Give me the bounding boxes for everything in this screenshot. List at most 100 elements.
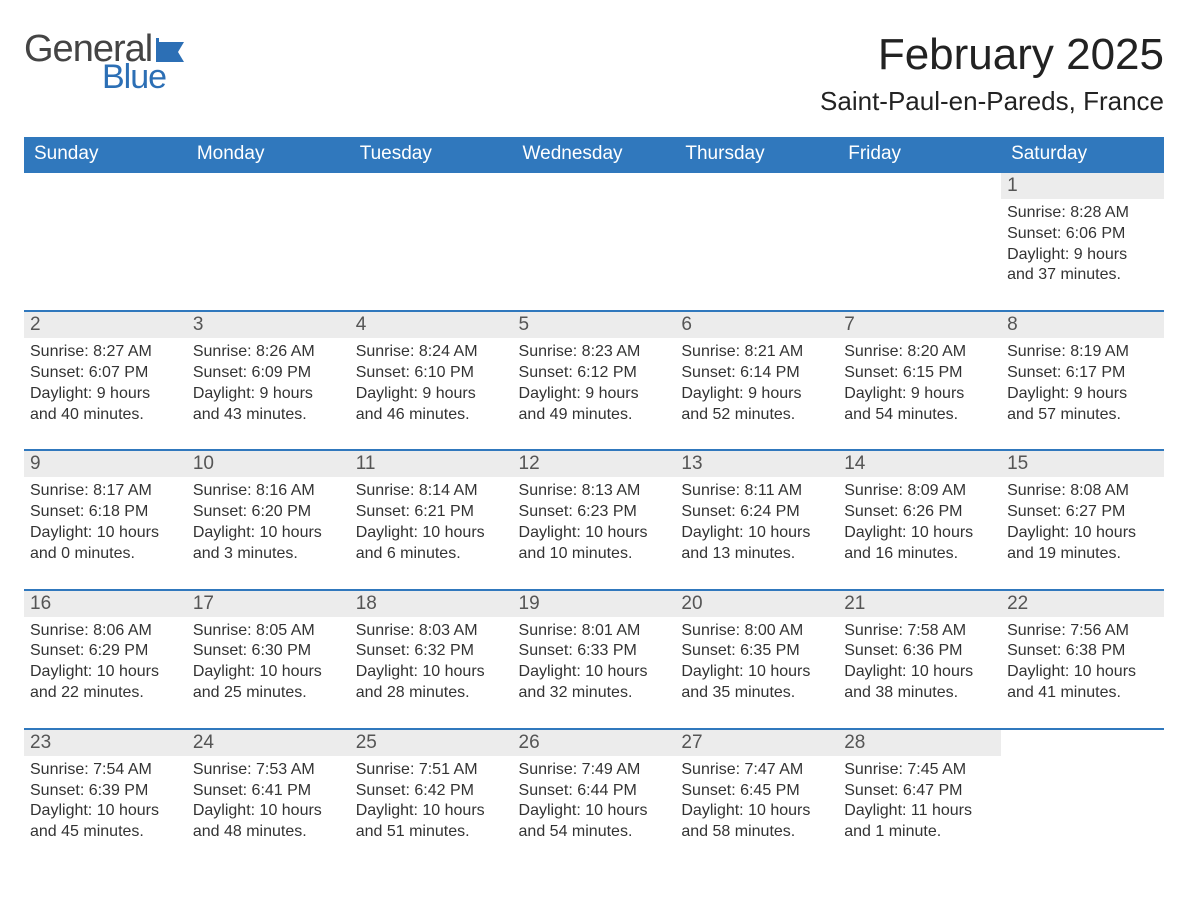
calendar-cell: 16Sunrise: 8:06 AMSunset: 6:29 PMDayligh… [24, 590, 187, 729]
logo: General Blue [24, 30, 184, 94]
calendar-cell: 6Sunrise: 8:21 AMSunset: 6:14 PMDaylight… [675, 311, 838, 450]
day-content: Sunrise: 7:51 AMSunset: 6:42 PMDaylight:… [350, 756, 513, 867]
sunrise-text: Sunrise: 8:05 AM [193, 621, 344, 642]
day-number: 12 [513, 451, 676, 477]
sunrise-text: Sunrise: 7:49 AM [519, 760, 670, 781]
calendar-cell: 4Sunrise: 8:24 AMSunset: 6:10 PMDaylight… [350, 311, 513, 450]
day-number: 21 [838, 591, 1001, 617]
daylight-text: Daylight: 10 hours and 6 minutes. [356, 523, 507, 565]
day-number: 8 [1001, 312, 1164, 338]
sunset-text: Sunset: 6:33 PM [519, 641, 670, 662]
day-number: 9 [24, 451, 187, 477]
day-content: Sunrise: 8:17 AMSunset: 6:18 PMDaylight:… [24, 477, 187, 588]
sunrise-text: Sunrise: 8:14 AM [356, 481, 507, 502]
day-content: Sunrise: 8:00 AMSunset: 6:35 PMDaylight:… [675, 617, 838, 728]
daylight-text: Daylight: 11 hours and 1 minute. [844, 801, 995, 843]
daylight-text: Daylight: 9 hours and 46 minutes. [356, 384, 507, 426]
day-content: Sunrise: 8:23 AMSunset: 6:12 PMDaylight:… [513, 338, 676, 449]
calendar-week-row: 16Sunrise: 8:06 AMSunset: 6:29 PMDayligh… [24, 590, 1164, 729]
daylight-text: Daylight: 10 hours and 13 minutes. [681, 523, 832, 565]
sunrise-text: Sunrise: 8:01 AM [519, 621, 670, 642]
sunrise-text: Sunrise: 8:09 AM [844, 481, 995, 502]
daylight-text: Daylight: 10 hours and 58 minutes. [681, 801, 832, 843]
day-content: Sunrise: 8:14 AMSunset: 6:21 PMDaylight:… [350, 477, 513, 588]
calendar-cell: 1Sunrise: 8:28 AMSunset: 6:06 PMDaylight… [1001, 172, 1164, 311]
sunrise-text: Sunrise: 7:51 AM [356, 760, 507, 781]
day-number: 6 [675, 312, 838, 338]
calendar-cell: 11Sunrise: 8:14 AMSunset: 6:21 PMDayligh… [350, 450, 513, 589]
daylight-text: Daylight: 10 hours and 22 minutes. [30, 662, 181, 704]
calendar-cell: 7Sunrise: 8:20 AMSunset: 6:15 PMDaylight… [838, 311, 1001, 450]
daylight-text: Daylight: 10 hours and 38 minutes. [844, 662, 995, 704]
calendar-cell: 14Sunrise: 8:09 AMSunset: 6:26 PMDayligh… [838, 450, 1001, 589]
day-content: Sunrise: 8:09 AMSunset: 6:26 PMDaylight:… [838, 477, 1001, 588]
daylight-text: Daylight: 9 hours and 57 minutes. [1007, 384, 1158, 426]
day-number: 28 [838, 730, 1001, 756]
day-content: Sunrise: 8:26 AMSunset: 6:09 PMDaylight:… [187, 338, 350, 449]
sunset-text: Sunset: 6:23 PM [519, 502, 670, 523]
day-content: Sunrise: 7:53 AMSunset: 6:41 PMDaylight:… [187, 756, 350, 867]
sunrise-text: Sunrise: 8:06 AM [30, 621, 181, 642]
day-content: Sunrise: 8:13 AMSunset: 6:23 PMDaylight:… [513, 477, 676, 588]
daylight-text: Daylight: 10 hours and 54 minutes. [519, 801, 670, 843]
sunset-text: Sunset: 6:10 PM [356, 363, 507, 384]
daylight-text: Daylight: 10 hours and 51 minutes. [356, 801, 507, 843]
sunset-text: Sunset: 6:35 PM [681, 641, 832, 662]
calendar-cell: 21Sunrise: 7:58 AMSunset: 6:36 PMDayligh… [838, 590, 1001, 729]
daylight-text: Daylight: 10 hours and 16 minutes. [844, 523, 995, 565]
day-content: Sunrise: 8:06 AMSunset: 6:29 PMDaylight:… [24, 617, 187, 728]
sunrise-text: Sunrise: 7:47 AM [681, 760, 832, 781]
sunrise-text: Sunrise: 8:19 AM [1007, 342, 1158, 363]
daylight-text: Daylight: 9 hours and 37 minutes. [1007, 245, 1158, 287]
sunrise-text: Sunrise: 8:28 AM [1007, 203, 1158, 224]
day-content: Sunrise: 7:56 AMSunset: 6:38 PMDaylight:… [1001, 617, 1164, 728]
sunset-text: Sunset: 6:38 PM [1007, 641, 1158, 662]
sunrise-text: Sunrise: 8:27 AM [30, 342, 181, 363]
daylight-text: Daylight: 9 hours and 49 minutes. [519, 384, 670, 426]
weekday-header: Friday [838, 137, 1001, 172]
day-number: 1 [1001, 173, 1164, 199]
sunset-text: Sunset: 6:32 PM [356, 641, 507, 662]
location-title: Saint-Paul-en-Pareds, France [820, 86, 1164, 117]
day-content: Sunrise: 8:28 AMSunset: 6:06 PMDaylight:… [1001, 199, 1164, 310]
sunset-text: Sunset: 6:45 PM [681, 781, 832, 802]
day-number: 19 [513, 591, 676, 617]
calendar-cell: 23Sunrise: 7:54 AMSunset: 6:39 PMDayligh… [24, 729, 187, 867]
sunset-text: Sunset: 6:07 PM [30, 363, 181, 384]
calendar-cell: 22Sunrise: 7:56 AMSunset: 6:38 PMDayligh… [1001, 590, 1164, 729]
sunrise-text: Sunrise: 8:13 AM [519, 481, 670, 502]
sunset-text: Sunset: 6:39 PM [30, 781, 181, 802]
sunset-text: Sunset: 6:14 PM [681, 363, 832, 384]
day-number: 16 [24, 591, 187, 617]
sunset-text: Sunset: 6:06 PM [1007, 224, 1158, 245]
daylight-text: Daylight: 10 hours and 10 minutes. [519, 523, 670, 565]
day-number: 18 [350, 591, 513, 617]
sunset-text: Sunset: 6:44 PM [519, 781, 670, 802]
daylight-text: Daylight: 9 hours and 54 minutes. [844, 384, 995, 426]
day-content: Sunrise: 8:27 AMSunset: 6:07 PMDaylight:… [24, 338, 187, 449]
day-number: 20 [675, 591, 838, 617]
sunset-text: Sunset: 6:17 PM [1007, 363, 1158, 384]
logo-text-blue: Blue [102, 60, 184, 94]
day-content: Sunrise: 7:47 AMSunset: 6:45 PMDaylight:… [675, 756, 838, 867]
weekday-header: Tuesday [350, 137, 513, 172]
weekday-header: Thursday [675, 137, 838, 172]
sunset-text: Sunset: 6:12 PM [519, 363, 670, 384]
calendar-cell: .. [838, 172, 1001, 311]
day-number: 5 [513, 312, 676, 338]
day-number: 7 [838, 312, 1001, 338]
weekday-header: Monday [187, 137, 350, 172]
weekday-header-row: SundayMondayTuesdayWednesdayThursdayFrid… [24, 137, 1164, 172]
day-content: Sunrise: 8:20 AMSunset: 6:15 PMDaylight:… [838, 338, 1001, 449]
calendar-cell: 12Sunrise: 8:13 AMSunset: 6:23 PMDayligh… [513, 450, 676, 589]
sunrise-text: Sunrise: 8:21 AM [681, 342, 832, 363]
sunrise-text: Sunrise: 8:03 AM [356, 621, 507, 642]
calendar-cell: 24Sunrise: 7:53 AMSunset: 6:41 PMDayligh… [187, 729, 350, 867]
day-number: 11 [350, 451, 513, 477]
day-content: Sunrise: 8:21 AMSunset: 6:14 PMDaylight:… [675, 338, 838, 449]
weekday-header: Saturday [1001, 137, 1164, 172]
weekday-header: Sunday [24, 137, 187, 172]
calendar-cell: .. [675, 172, 838, 311]
daylight-text: Daylight: 10 hours and 48 minutes. [193, 801, 344, 843]
day-number: 2 [24, 312, 187, 338]
